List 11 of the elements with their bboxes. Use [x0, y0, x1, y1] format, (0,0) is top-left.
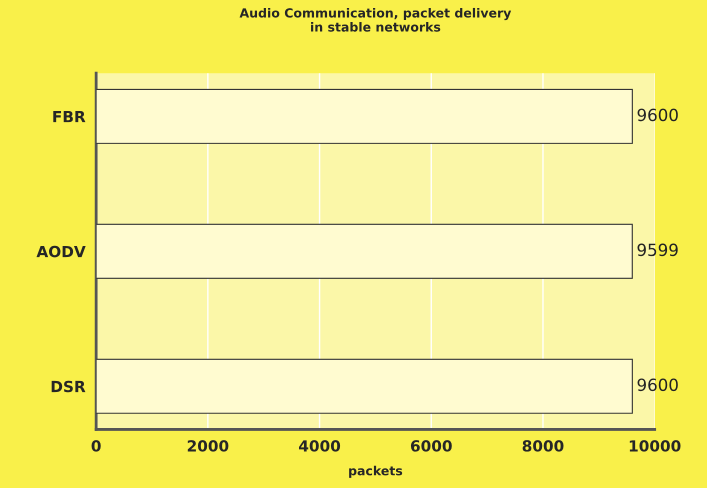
x-axis-title: packets — [349, 466, 402, 478]
x-tick-label: 4000 — [298, 440, 340, 452]
y-tick-label: AODV — [36, 246, 86, 258]
x-tick-label: 0 — [92, 440, 101, 452]
chart-title: Audio Communication, packet delivery in stable networks — [240, 8, 512, 32]
x-tick-label: 6000 — [410, 440, 452, 452]
y-tick-label: DSR — [52, 380, 86, 392]
x-tick-label: 8000 — [522, 440, 564, 452]
x-tick-label: 10000 — [630, 440, 681, 452]
y-tick-label: FBR — [53, 111, 86, 122]
x-tick-label: 2000 — [188, 440, 228, 452]
